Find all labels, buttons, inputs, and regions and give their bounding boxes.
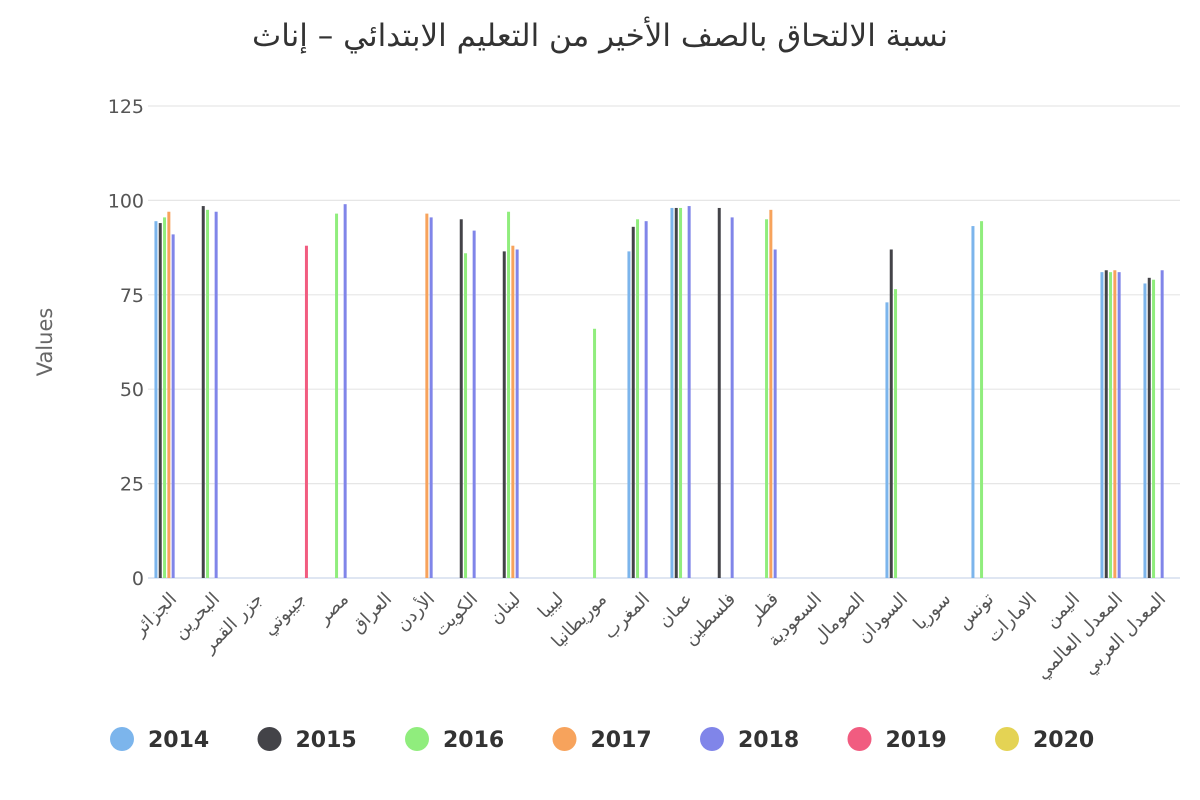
bar[interactable]	[502, 251, 506, 578]
bar[interactable]	[894, 289, 898, 578]
x-tick-label: الكويت	[430, 589, 482, 641]
bar[interactable]	[425, 213, 429, 578]
bar[interactable]	[206, 209, 210, 578]
y-tick-label: 25	[120, 474, 144, 496]
chart-title: نسبة الالتحاق بالصف الأخير من التعليم ال…	[252, 16, 948, 54]
bar[interactable]	[1147, 277, 1151, 578]
bar[interactable]	[464, 253, 468, 578]
x-tick-label: ليبيا	[534, 589, 568, 623]
legend[interactable]: 2014 2015 2016 2017 2018 2019 2020	[110, 727, 1094, 753]
x-tick-label: العراق	[347, 589, 396, 638]
x-tick-label: لبنان	[485, 589, 525, 629]
bar[interactable]	[769, 209, 773, 578]
bar[interactable]	[885, 302, 889, 578]
legend-marker	[700, 727, 724, 751]
bar[interactable]	[158, 223, 162, 578]
y-tick-label: 125	[108, 96, 144, 118]
bar[interactable]	[511, 245, 515, 578]
bar[interactable]	[1109, 272, 1113, 578]
bar[interactable]	[980, 221, 984, 579]
bar[interactable]	[889, 249, 893, 579]
bar[interactable]	[1152, 279, 1156, 578]
legend-label: 2018	[738, 728, 799, 753]
legend-marker	[995, 727, 1019, 751]
bar[interactable]	[644, 221, 648, 579]
bar[interactable]	[593, 328, 597, 578]
bar[interactable]	[201, 206, 205, 578]
legend-marker	[257, 727, 282, 751]
legend-item[interactable]: 2015	[257, 727, 357, 753]
bar[interactable]	[971, 226, 975, 578]
bar[interactable]	[687, 206, 691, 578]
bar[interactable]	[1104, 270, 1108, 578]
bar[interactable]	[335, 213, 339, 578]
bar[interactable]	[171, 234, 175, 578]
bar[interactable]	[154, 221, 158, 579]
y-tick-label: 0	[132, 568, 144, 590]
bar[interactable]	[167, 211, 171, 579]
legend-label: 2016	[443, 728, 504, 753]
legend-marker	[552, 727, 577, 751]
bar[interactable]	[631, 226, 635, 578]
y-tick-label: 75	[120, 285, 144, 307]
legend-label: 2014	[148, 728, 209, 753]
legend-item[interactable]: 2018	[700, 727, 799, 753]
bar[interactable]	[670, 207, 674, 578]
bar[interactable]	[674, 207, 678, 578]
y-tick-label: 100	[108, 190, 144, 212]
bar[interactable]	[717, 207, 721, 578]
bar[interactable]	[730, 217, 734, 578]
bars-layer	[154, 204, 1164, 579]
legend-marker	[847, 727, 872, 751]
legend-label: 2020	[1033, 728, 1094, 753]
bar[interactable]	[459, 219, 463, 578]
legend-item[interactable]: 2016	[405, 727, 504, 753]
legend-item[interactable]: 2019	[847, 727, 947, 753]
legend-item[interactable]: 2014	[110, 727, 209, 753]
bar[interactable]	[1113, 270, 1117, 578]
grid-layer: 0 25 50 75 100 125	[108, 96, 1180, 590]
y-tick-label: 50	[120, 379, 144, 401]
bar[interactable]	[343, 204, 347, 578]
bar[interactable]	[507, 211, 511, 579]
bar[interactable]	[472, 230, 476, 579]
legend-label: 2015	[296, 728, 357, 753]
x-tick-label: جيبوتي	[259, 589, 310, 640]
bar[interactable]	[214, 211, 218, 579]
x-tick-label: المغرب	[599, 589, 654, 644]
y-axis-label: Values	[33, 308, 57, 377]
legend-item[interactable]: 2020	[995, 727, 1094, 753]
bar[interactable]	[429, 217, 433, 578]
bar[interactable]	[1100, 272, 1104, 578]
legend-label: 2019	[886, 728, 947, 753]
bar[interactable]	[679, 207, 683, 578]
bar[interactable]	[627, 251, 631, 578]
bar[interactable]	[1117, 272, 1121, 578]
bar[interactable]	[1143, 283, 1147, 578]
legend-marker	[110, 727, 134, 751]
bar[interactable]	[765, 219, 769, 578]
bar[interactable]	[163, 217, 167, 578]
bar[interactable]	[636, 219, 640, 578]
x-tick-label: سوريا	[909, 589, 955, 635]
bar[interactable]	[304, 245, 308, 578]
legend-marker	[405, 727, 429, 751]
legend-item[interactable]: 2017	[552, 727, 652, 753]
bar[interactable]	[1160, 270, 1164, 578]
bar[interactable]	[773, 249, 777, 579]
bar[interactable]	[515, 249, 519, 579]
legend-label: 2017	[591, 728, 652, 753]
